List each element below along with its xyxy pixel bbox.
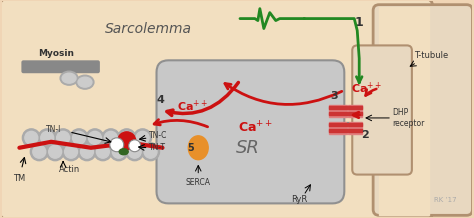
Circle shape: [81, 145, 93, 158]
Bar: [329, 106, 347, 109]
Circle shape: [129, 140, 141, 152]
Text: Myosin: Myosin: [38, 49, 74, 58]
Bar: [379, 7, 429, 215]
Bar: [329, 129, 347, 132]
Bar: [362, 55, 407, 167]
Text: Ca$^{++}$: Ca$^{++}$: [177, 98, 208, 114]
Text: Ca$^{++}$: Ca$^{++}$: [351, 80, 383, 96]
Circle shape: [22, 129, 40, 147]
Circle shape: [89, 131, 101, 144]
Bar: [348, 112, 362, 115]
Text: T-tubule: T-tubule: [414, 51, 448, 60]
Circle shape: [128, 145, 141, 158]
Text: TN-C: TN-C: [148, 131, 167, 140]
Text: Sarcolemma: Sarcolemma: [105, 22, 192, 36]
Circle shape: [25, 131, 38, 144]
Circle shape: [126, 143, 144, 161]
Bar: [348, 122, 362, 134]
Circle shape: [110, 138, 124, 152]
Circle shape: [94, 143, 112, 161]
Circle shape: [78, 143, 96, 161]
Text: DHP
receptor: DHP receptor: [392, 108, 424, 128]
FancyBboxPatch shape: [0, 0, 433, 218]
Circle shape: [136, 131, 149, 144]
Bar: [329, 112, 347, 115]
Circle shape: [49, 145, 62, 158]
Circle shape: [110, 143, 128, 161]
Circle shape: [62, 143, 80, 161]
Circle shape: [142, 143, 159, 161]
Text: Actin: Actin: [58, 165, 80, 174]
Ellipse shape: [188, 136, 208, 160]
Bar: [348, 105, 362, 117]
Circle shape: [112, 145, 125, 158]
Circle shape: [144, 145, 157, 158]
Circle shape: [118, 129, 136, 147]
Circle shape: [120, 131, 133, 144]
Bar: [329, 105, 347, 117]
Text: 2: 2: [361, 130, 369, 140]
Circle shape: [46, 143, 64, 161]
Circle shape: [118, 132, 136, 150]
Text: 5: 5: [187, 143, 194, 153]
Bar: [348, 123, 362, 126]
Circle shape: [96, 145, 109, 158]
Text: TM: TM: [13, 174, 26, 183]
Circle shape: [104, 131, 117, 144]
Text: 4: 4: [156, 95, 164, 105]
Text: SR: SR: [236, 139, 260, 157]
Text: RyR: RyR: [292, 196, 308, 204]
Bar: [348, 129, 362, 132]
Bar: [348, 106, 362, 109]
Ellipse shape: [76, 75, 94, 89]
Text: TN-T: TN-T: [148, 143, 165, 152]
Circle shape: [41, 131, 54, 144]
Text: 1: 1: [355, 16, 364, 29]
FancyBboxPatch shape: [373, 5, 473, 215]
Circle shape: [86, 129, 104, 147]
Bar: [329, 122, 347, 134]
Circle shape: [38, 129, 56, 147]
FancyBboxPatch shape: [21, 60, 100, 73]
Circle shape: [134, 129, 152, 147]
Circle shape: [70, 129, 88, 147]
Text: 3: 3: [330, 91, 338, 101]
Circle shape: [102, 129, 120, 147]
Circle shape: [64, 145, 78, 158]
Ellipse shape: [78, 77, 92, 87]
Circle shape: [30, 143, 48, 161]
Circle shape: [54, 129, 72, 147]
FancyBboxPatch shape: [352, 45, 412, 175]
Circle shape: [57, 131, 70, 144]
Text: Ca$^{++}$: Ca$^{++}$: [238, 120, 273, 136]
Text: SERCA: SERCA: [186, 177, 211, 187]
Circle shape: [73, 131, 85, 144]
Ellipse shape: [62, 73, 76, 83]
Text: TN-I: TN-I: [46, 125, 61, 134]
Bar: [329, 123, 347, 126]
Text: RK ’17: RK ’17: [434, 197, 456, 203]
FancyBboxPatch shape: [156, 60, 344, 203]
Ellipse shape: [60, 71, 78, 85]
Ellipse shape: [119, 149, 128, 155]
Circle shape: [33, 145, 46, 158]
